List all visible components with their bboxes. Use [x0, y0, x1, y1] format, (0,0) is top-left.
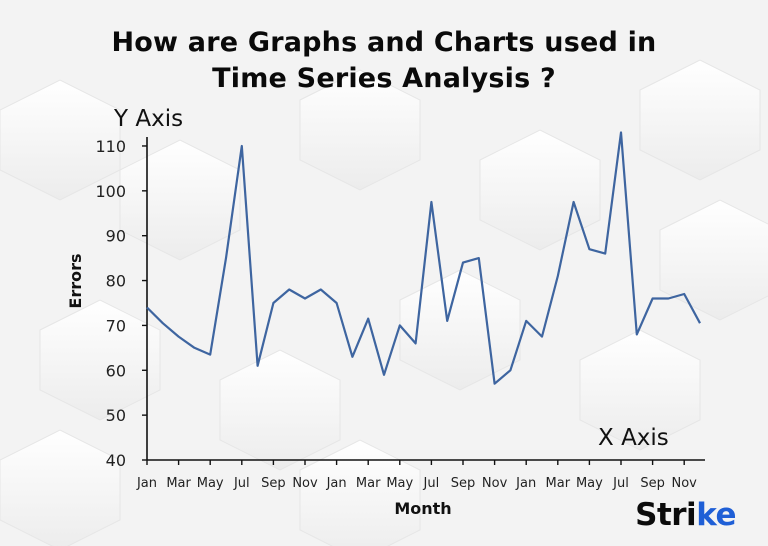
x-tick-label: Jul — [423, 476, 440, 491]
x-axis-label-month: Month — [394, 499, 451, 518]
x-tick-label: May — [197, 476, 224, 491]
x-tick-label: Jan — [515, 476, 536, 491]
y-tick-label: 70 — [106, 316, 126, 335]
x-tick-label: Sep — [640, 476, 665, 491]
brand-text-main: Stri — [635, 497, 697, 533]
y-axis-title: Y Axis — [113, 106, 183, 132]
brand-logo: Strike — [635, 497, 736, 533]
y-tick-label: 40 — [106, 451, 126, 470]
x-tick-label: Jul — [612, 476, 629, 491]
y-tick-label: 90 — [106, 227, 126, 246]
x-tick-label: Jan — [326, 476, 347, 491]
x-tick-label: Sep — [261, 476, 286, 491]
chart-title-line-1: How are Graphs and Charts used in — [111, 27, 657, 58]
x-axis-title: X Axis — [598, 425, 669, 451]
brand-text-accent: ke — [696, 497, 736, 533]
y-tick-label: 60 — [106, 361, 126, 380]
chart-title-line-2: Time Series Analysis ? — [212, 63, 556, 94]
y-axis-label-errors: Errors — [66, 253, 85, 308]
x-tick-label: Jan — [136, 476, 157, 491]
x-tick-label: Mar — [546, 476, 571, 491]
x-tick-label: Nov — [292, 476, 318, 491]
y-tick-label: 80 — [106, 272, 126, 291]
y-tick-label: 110 — [95, 137, 126, 156]
x-tick-label: May — [386, 476, 413, 491]
y-tick-label: 100 — [95, 182, 126, 201]
x-tick-label: May — [576, 476, 603, 491]
x-tick-label: Sep — [451, 476, 476, 491]
x-tick-label: Mar — [356, 476, 381, 491]
x-tick-label: Jul — [233, 476, 250, 491]
x-tick-label: Nov — [482, 476, 508, 491]
x-tick-label: Mar — [166, 476, 191, 491]
x-tick-label: Nov — [672, 476, 698, 491]
series-line-errors — [146, 131, 701, 385]
y-tick-label: 50 — [106, 406, 126, 425]
